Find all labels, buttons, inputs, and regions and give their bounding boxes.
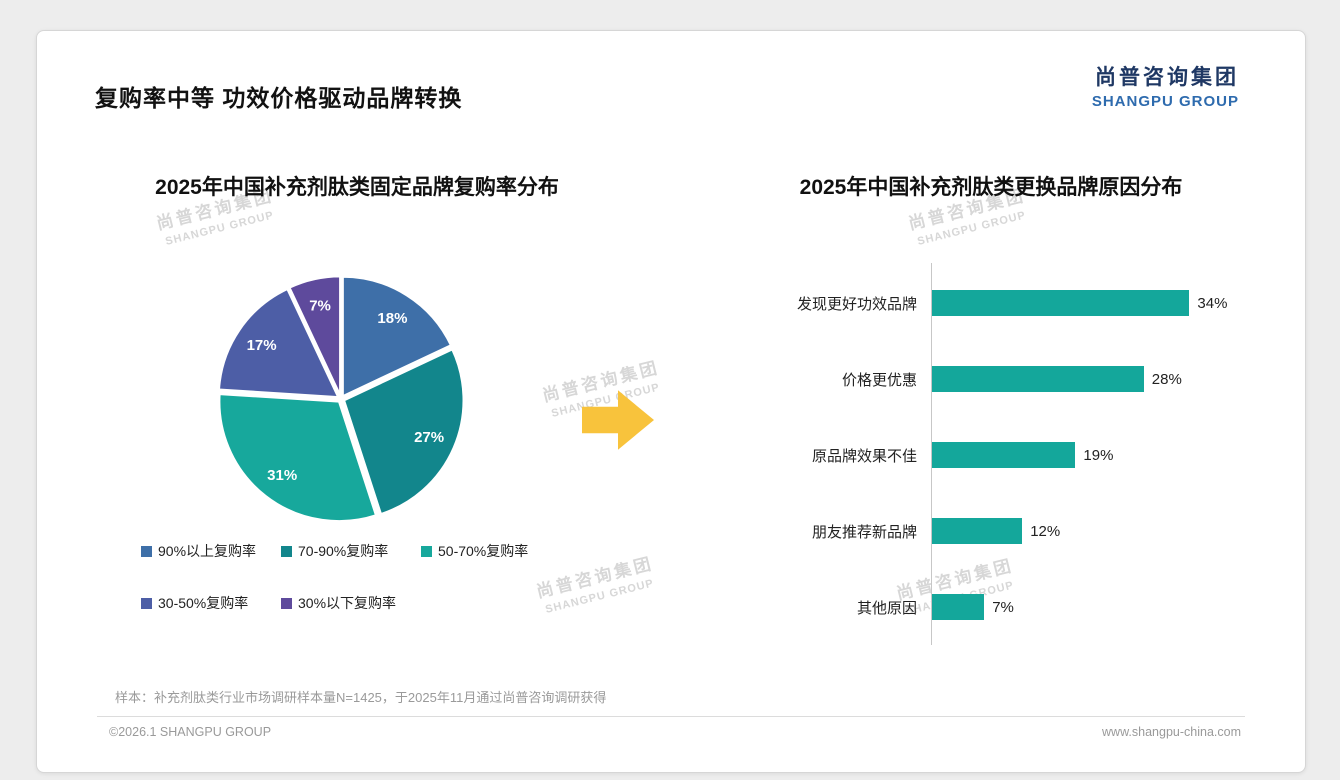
bar-track: 7% — [931, 594, 1267, 620]
sample-note: 样本：补充剂肽类行业市场调研样本量N=1425，于2025年11月通过尚普咨询调… — [115, 690, 607, 705]
legend-swatch — [141, 545, 152, 557]
pie-legend: 90%以上复购率 70-90%复购率 50-70%复购率 30-50%复购率 30%以下… — [141, 541, 591, 613]
bar-track: 19% — [931, 442, 1267, 468]
copyright-text: ©2026.1 SHANGPU GROUP — [109, 725, 272, 739]
legend-label: 30-50%复购率 — [158, 595, 249, 611]
watermark-cn: 尚普咨询集团 — [540, 358, 662, 406]
pie-slice-2 — [217, 392, 378, 523]
footer-divider — [97, 716, 1245, 717]
bar-row: 朋友推荐新品牌 12% — [747, 493, 1267, 569]
bar — [931, 518, 1023, 544]
bar-value-label: 12% — [1030, 522, 1061, 540]
legend-item: 30-50%复购率 — [141, 593, 281, 613]
bar-rows: 发现更好功效品牌 34% 价格更优惠 28% 原品牌效果不佳 19% 朋友推荐新品牌 12% 其… — [747, 265, 1267, 645]
pie-data-label: 7% — [309, 297, 331, 314]
legend-label: 70-90%复购率 — [298, 543, 389, 559]
legend-swatch — [281, 597, 292, 609]
bar-track: 28% — [931, 366, 1267, 392]
bar-value-label: 19% — [1083, 446, 1114, 464]
bar-value-label: 34% — [1197, 294, 1228, 312]
repurchase-pie-chart: 18% 27% 31% 17% 7% — [217, 274, 466, 523]
bar-category-label: 朋友推荐新品牌 — [811, 523, 917, 541]
bar-category-label: 原品牌效果不佳 — [811, 447, 917, 465]
pie-slice-3 — [217, 287, 341, 399]
pie-slice-1 — [342, 347, 466, 516]
bar — [931, 594, 985, 620]
pie-slice-4 — [287, 274, 342, 397]
bar-category-label: 价格更优惠 — [841, 371, 917, 389]
pie-data-label: 31% — [267, 467, 297, 484]
pie-data-label: 27% — [414, 429, 444, 446]
transition-arrow-icon — [582, 390, 654, 450]
legend-item: 50-70%复购率 — [421, 541, 561, 561]
bar-chart-title: 2025年中国补充剂肽类更换品牌原因分布 — [799, 176, 1183, 199]
company-logo: 尚普咨询集团 SHANGPU GROUP — [1092, 61, 1239, 110]
pie-data-label: 18% — [377, 310, 407, 327]
pie-chart-title: 2025年中国补充剂肽类固定品牌复购率分布 — [155, 176, 559, 199]
legend-label: 90%以上复购率 — [158, 543, 257, 559]
legend-item: 30%以下复购率 — [281, 593, 421, 613]
bar-track: 12% — [931, 518, 1267, 544]
legend-label: 50-70%复购率 — [438, 543, 529, 559]
watermark-en: SHANGPU GROUP — [916, 209, 1028, 248]
brand-switch-bar-chart: 发现更好功效品牌 34% 价格更优惠 28% 原品牌效果不佳 19% 朋友推荐新品牌 12% 其… — [747, 263, 1267, 645]
legend-swatch — [421, 545, 432, 557]
slide-card: 复购率中等 功效价格驱动品牌转换 尚普咨询集团 SHANGPU GROUP 尚普… — [36, 30, 1306, 773]
legend-item: 90%以上复购率 — [141, 541, 281, 561]
bar-row: 原品牌效果不佳 19% — [747, 417, 1267, 493]
legend-swatch — [141, 597, 152, 609]
bar-category-label: 其他原因 — [856, 599, 917, 617]
logo-cn-text: 尚普咨询集团 — [1095, 66, 1239, 89]
website-text: www.shangpu-china.com — [1102, 725, 1241, 739]
bar-row: 价格更优惠 28% — [747, 341, 1267, 417]
legend-item: 70-90%复购率 — [281, 541, 421, 561]
bar — [931, 290, 1190, 316]
bar-track: 34% — [931, 290, 1267, 316]
bar-value-label: 28% — [1151, 370, 1182, 388]
bar — [931, 442, 1076, 468]
bar — [931, 366, 1144, 392]
bar-value-label: 7% — [992, 598, 1014, 616]
pie-data-label: 17% — [247, 337, 277, 354]
watermark-en: SHANGPU GROUP — [164, 209, 276, 248]
bar-row: 发现更好功效品牌 34% — [747, 265, 1267, 341]
bar-chart-axis-line — [931, 263, 932, 645]
page-title: 复购率中等 功效价格驱动品牌转换 — [95, 85, 463, 111]
bar-row: 其他原因 7% — [747, 569, 1267, 645]
logo-en-text: SHANGPU GROUP — [1091, 93, 1239, 110]
legend-label: 30%以下复购率 — [298, 595, 397, 611]
legend-swatch — [281, 545, 292, 557]
pie-slice-0 — [341, 275, 453, 399]
bar-category-label: 发现更好功效品牌 — [796, 295, 917, 313]
